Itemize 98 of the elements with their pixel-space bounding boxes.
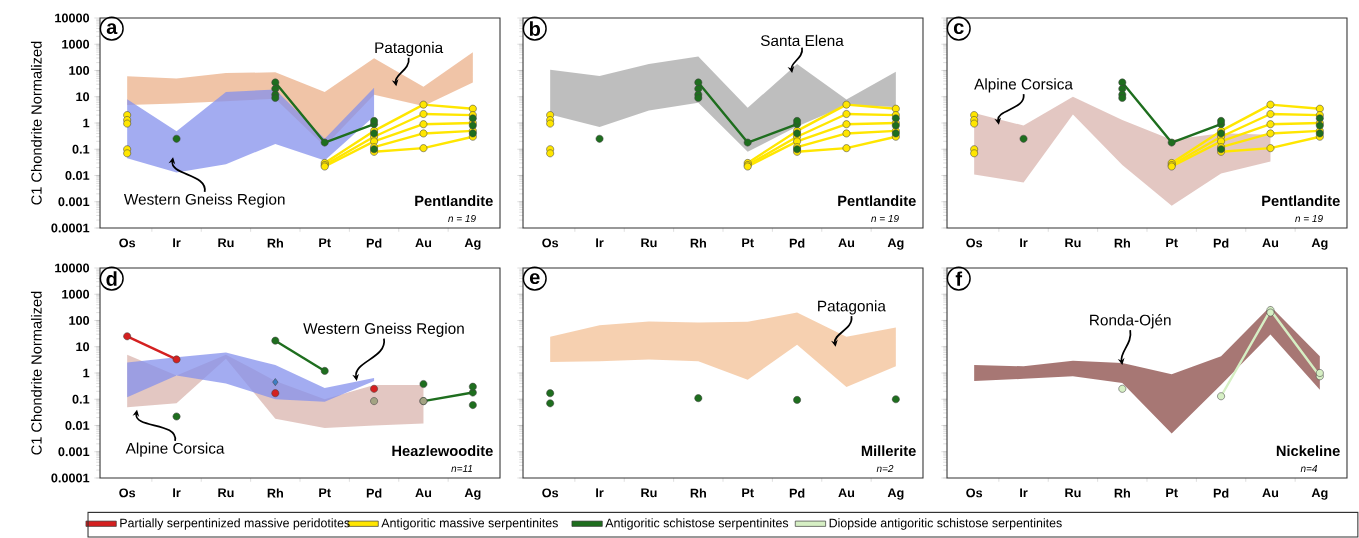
x-tick-label: Au <box>838 238 855 248</box>
annotation: Alpine Corsica <box>974 78 1073 93</box>
x-tick-label: Au <box>415 238 432 248</box>
annotation: d <box>106 271 117 286</box>
x-tick-label: Os <box>119 488 136 498</box>
x-tick-label: Pt <box>319 238 331 248</box>
legend-label: Diopside antigoritic schistose serpentinites <box>829 518 1062 530</box>
x-tick-label: Ag <box>464 238 481 250</box>
annotation: n=2 <box>876 465 894 473</box>
x-tick-label: Ru <box>641 238 657 248</box>
x-tick-label: Pd <box>789 488 805 498</box>
x-tick-label: Ru <box>1065 488 1081 498</box>
x-tick-label: Rh <box>690 238 706 248</box>
annotation: n = 19 <box>1295 215 1323 223</box>
y-tick-label: 10000 <box>55 13 90 23</box>
x-tick-label: Au <box>1262 238 1279 248</box>
annotation: a <box>106 23 118 35</box>
x-tick-label: Pd <box>1213 238 1229 248</box>
x-tick-label: Au <box>1262 488 1279 498</box>
x-tick-label: Ru <box>1065 238 1081 248</box>
annotation: n=4 <box>1300 465 1318 472</box>
x-tick-label: Os <box>966 238 983 248</box>
x-tick-label: Pd <box>789 238 805 248</box>
annotation: Patagonia <box>375 41 444 57</box>
x-tick-label: Rh <box>690 488 706 498</box>
annotation: Ronda-Ojén <box>1090 314 1171 329</box>
x-tick-label: Pd <box>1213 488 1229 498</box>
annotation: c <box>953 23 964 35</box>
y-axis-title: C1 Chondrite Normalized <box>30 291 42 455</box>
x-tick-label: Os <box>542 238 559 248</box>
annotation: Pentlandite <box>838 195 916 207</box>
annotation: n = 19 <box>871 215 899 223</box>
x-tick-label: Pt <box>319 488 331 498</box>
annotation: n = 19 <box>448 215 476 223</box>
annotation: f <box>955 271 963 286</box>
x-tick-label: Pd <box>366 488 382 498</box>
y-tick-label: 0.001 <box>58 197 90 207</box>
x-tick-label: Rh <box>267 488 283 498</box>
y-tick-label: 0.01 <box>65 171 90 180</box>
x-tick-label: Ru <box>218 238 234 248</box>
x-tick-label: Rh <box>1114 238 1130 248</box>
x-tick-label: Ir <box>1020 488 1028 498</box>
y-tick-label: 100 <box>69 316 90 325</box>
x-tick-label: Ru <box>641 488 657 498</box>
annotation: Santa Elena <box>760 34 844 47</box>
y-tick-label: 1 <box>83 368 90 378</box>
y-tick-label: 0.01 <box>65 421 90 430</box>
annotation: Heazlewoodite <box>392 445 493 457</box>
annotation: Western Gneiss Region <box>303 322 464 337</box>
x-tick-label: Ag <box>1311 238 1328 250</box>
x-tick-label: Pt <box>1166 488 1178 498</box>
x-tick-label: Os <box>119 238 136 248</box>
x-tick-label: Ir <box>1020 238 1028 248</box>
annotation: b <box>529 21 541 36</box>
y-tick-label: 1000 <box>62 289 90 299</box>
legend-label: Antigoritic massive serpentinites <box>381 518 558 530</box>
annotation: Pentlandite <box>415 195 493 207</box>
y-tick-label: 1 <box>83 118 90 128</box>
x-tick-label: Ir <box>173 238 181 248</box>
annotation: e <box>529 273 540 285</box>
x-tick-label: Pt <box>1166 238 1178 248</box>
x-tick-label: Au <box>838 488 855 498</box>
legend-label: Partially serpentinized massive peridotites <box>120 518 350 530</box>
x-tick-label: Au <box>415 488 432 498</box>
annotation: Patagonia <box>818 300 886 315</box>
annotation: Western Gneiss Region <box>123 193 285 208</box>
x-tick-label: Ag <box>1311 488 1328 500</box>
y-tick-label: 0.0001 <box>51 473 90 483</box>
y-tick-label: 10 <box>76 342 90 352</box>
y-tick-label: 0.001 <box>58 447 90 457</box>
x-tick-label: Ir <box>173 488 181 498</box>
x-tick-label: Ru <box>218 488 234 498</box>
x-tick-label: Os <box>542 488 559 498</box>
x-tick-label: Rh <box>1114 488 1130 498</box>
x-tick-label: Ag <box>464 488 481 500</box>
y-tick-label: 0.1 <box>72 144 90 154</box>
y-tick-label: 0.1 <box>72 394 90 404</box>
x-tick-label: Ag <box>887 238 904 250</box>
x-tick-label: Rh <box>267 238 283 248</box>
annotation: Nickeline <box>1276 445 1340 457</box>
x-tick-label: Pd <box>366 238 382 248</box>
x-tick-label: Ir <box>596 488 604 498</box>
y-tick-label: 0.0001 <box>51 223 90 233</box>
annotation: Millerite <box>861 445 916 457</box>
x-tick-label: Os <box>966 488 983 498</box>
x-tick-label: Ir <box>596 238 604 248</box>
y-tick-label: 100 <box>69 66 90 75</box>
annotation: Alpine Corsica <box>125 442 225 457</box>
legend-label: Antigoritic schistose serpentinites <box>605 518 789 530</box>
y-tick-label: 1000 <box>62 39 90 49</box>
x-tick-label: Pt <box>742 488 754 498</box>
annotation: Pentlandite <box>1262 195 1340 207</box>
x-tick-label: Pt <box>742 238 754 248</box>
annotation: n=11 <box>451 465 473 472</box>
y-axis-title: C1 Chondrite Normalized <box>30 41 42 205</box>
y-tick-label: 10000 <box>55 263 90 273</box>
x-tick-label: Ag <box>887 488 904 500</box>
y-tick-label: 10 <box>76 92 90 102</box>
